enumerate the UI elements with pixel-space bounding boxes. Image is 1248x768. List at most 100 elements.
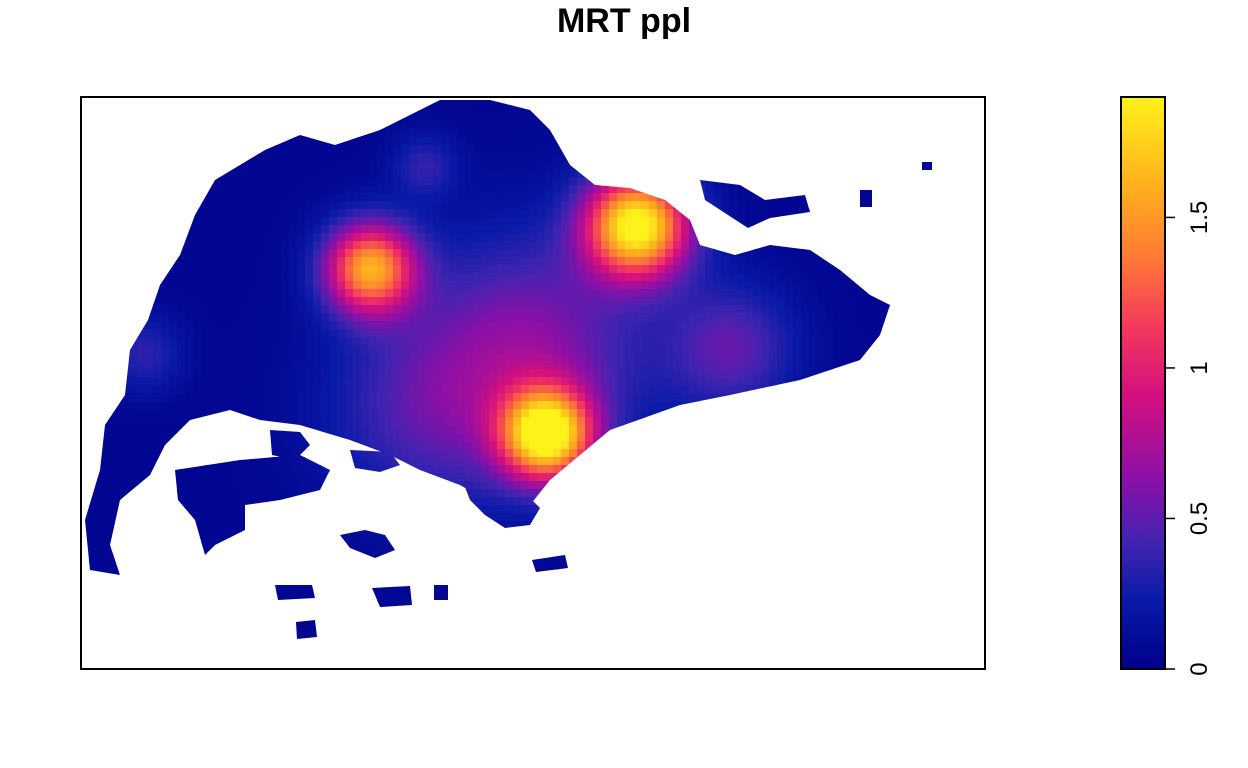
- heatmap-cell: [689, 225, 698, 234]
- heatmap-cell: [609, 225, 618, 234]
- heatmap-cell: [697, 377, 706, 386]
- heatmap-cell: [937, 241, 946, 250]
- heatmap-cell: [617, 345, 626, 354]
- heatmap-cell: [673, 257, 682, 266]
- heatmap-cell: [905, 225, 914, 234]
- heatmap-cell: [705, 217, 714, 226]
- heatmap-cell: [113, 297, 122, 306]
- heatmap-cell: [249, 225, 258, 234]
- heatmap-cell: [793, 217, 802, 226]
- heatmap-cell: [441, 401, 450, 410]
- heatmap-cell: [785, 193, 794, 202]
- heatmap-cell: [153, 385, 162, 394]
- heatmap-cell: [513, 249, 522, 258]
- heatmap-cell: [793, 353, 802, 362]
- heatmap-cell: [593, 185, 602, 194]
- heatmap-cell: [265, 361, 274, 370]
- heatmap-cell: [921, 249, 930, 258]
- heatmap-cell: [649, 385, 658, 394]
- heatmap-cell: [633, 153, 642, 162]
- heatmap-cell: [713, 369, 722, 378]
- heatmap-cell: [585, 145, 594, 154]
- heatmap-cell: [545, 369, 554, 378]
- heatmap-cell: [193, 185, 202, 194]
- heatmap-cell: [385, 241, 394, 250]
- heatmap-cell: [849, 137, 858, 146]
- heatmap-cell: [473, 313, 482, 322]
- heatmap-cell: [745, 153, 754, 162]
- heatmap-cell: [513, 361, 522, 370]
- heatmap-cell: [681, 233, 690, 242]
- heatmap-cell: [937, 193, 946, 202]
- heatmap-cell: [177, 449, 186, 458]
- heatmap-cell: [201, 217, 210, 226]
- heatmap-cell: [113, 217, 122, 226]
- heatmap-cell: [129, 425, 138, 434]
- heatmap-cell: [601, 145, 610, 154]
- heatmap-cell: [377, 233, 386, 242]
- heatmap-cell: [737, 185, 746, 194]
- heatmap-cell: [385, 289, 394, 298]
- heatmap-cell: [129, 193, 138, 202]
- heatmap-cell: [217, 377, 226, 386]
- heatmap-cell: [953, 225, 962, 234]
- heatmap-cell: [945, 273, 954, 282]
- heatmap-cell: [729, 377, 738, 386]
- heatmap-cell: [673, 169, 682, 178]
- heatmap-cell: [681, 201, 690, 210]
- heatmap-cell: [329, 297, 338, 306]
- heatmap-cell: [865, 100, 874, 106]
- heatmap-cell: [145, 313, 154, 322]
- heatmap-cell: [769, 393, 778, 402]
- heatmap-cell: [161, 169, 170, 178]
- heatmap-cell: [529, 441, 538, 450]
- heatmap-cell: [585, 241, 594, 250]
- heatmap-cell: [401, 137, 410, 146]
- heatmap-cell: [889, 441, 898, 450]
- heatmap-cell: [265, 289, 274, 298]
- heatmap-cell: [801, 100, 810, 106]
- heatmap-cell: [329, 385, 338, 394]
- heatmap-cell: [841, 201, 850, 210]
- heatmap-cell: [865, 233, 874, 242]
- heatmap-cell: [961, 281, 970, 290]
- heatmap-cell: [857, 417, 866, 426]
- heatmap-cell: [201, 425, 210, 434]
- heatmap-cell: [937, 177, 946, 186]
- heatmap-cell: [913, 329, 922, 338]
- heatmap-cell: [889, 185, 898, 194]
- heatmap-cell: [337, 241, 346, 250]
- heatmap-cell: [649, 273, 658, 282]
- heatmap-cell: [265, 161, 274, 170]
- heatmap-cell: [137, 449, 146, 458]
- heatmap-cell: [937, 425, 946, 434]
- heatmap-cell: [169, 209, 178, 218]
- heatmap-cell: [225, 185, 234, 194]
- heatmap-cell: [657, 409, 666, 418]
- heatmap-cell: [417, 217, 426, 226]
- heatmap-cell: [937, 281, 946, 290]
- heatmap-cell: [505, 145, 514, 154]
- heatmap-cell: [721, 201, 730, 210]
- heatmap-cell: [881, 201, 890, 210]
- heatmap-cell: [401, 329, 410, 338]
- heatmap-cell: [673, 289, 682, 298]
- heatmap-cell: [913, 313, 922, 322]
- heatmap-cell: [937, 105, 946, 114]
- heatmap-cell: [537, 441, 546, 450]
- heatmap-cell: [665, 393, 674, 402]
- heatmap-cell: [241, 305, 250, 314]
- heatmap-cell: [633, 225, 642, 234]
- heatmap-cell: [369, 169, 378, 178]
- heatmap-cell: [137, 297, 146, 306]
- heatmap-cell: [377, 393, 386, 402]
- heatmap-cell: [273, 409, 282, 418]
- heatmap-cell: [913, 153, 922, 162]
- heatmap-cell: [889, 337, 898, 346]
- heatmap-cell: [489, 185, 498, 194]
- heatmap-cell: [737, 209, 746, 218]
- heatmap-cell: [817, 345, 826, 354]
- heatmap-cell: [457, 177, 466, 186]
- heatmap-cell: [665, 281, 674, 290]
- heatmap-cell: [217, 233, 226, 242]
